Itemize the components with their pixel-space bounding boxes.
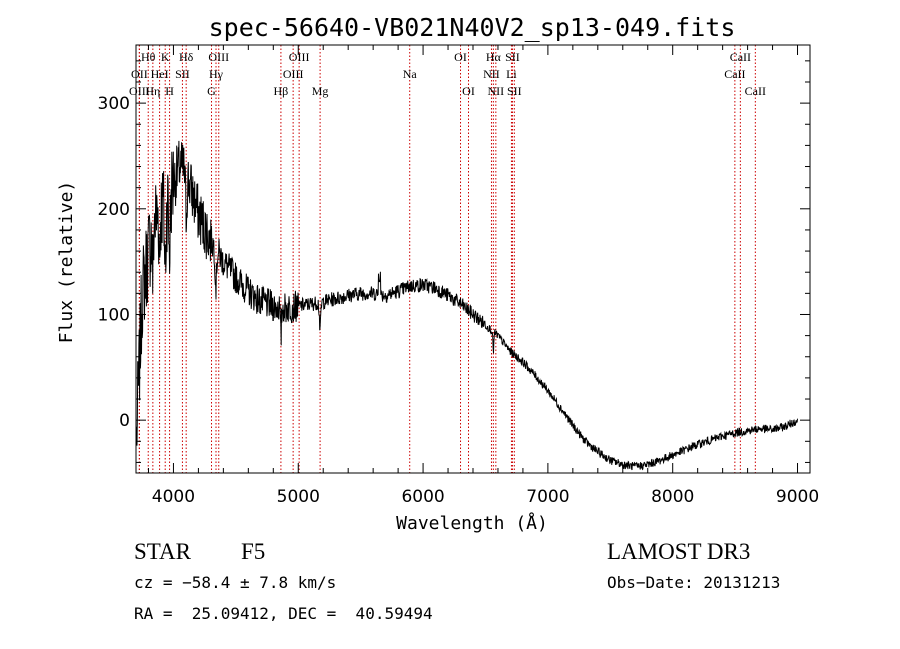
y-axis-label: Flux (relative) [56,181,77,344]
spectral-line-label: Na [403,67,418,81]
spectral-line-label: H [165,84,174,98]
y-tick-label: 0 [119,411,130,431]
spectral-line-label: NII [488,84,505,98]
x-tick-label: 6000 [401,487,444,507]
x-axis-label: Wavelength (Å) [396,512,548,534]
spectral-line-label: Hη [145,84,160,98]
spectral-line-label: Hβ [274,84,289,98]
y-tick-label: 100 [98,305,130,325]
spectral-line-label: Hγ [209,67,224,81]
observation-date: Obs−Date: 20131213 [607,573,781,592]
spectral-line-label: HeI [151,67,169,81]
x-tick-label: 8000 [651,487,694,507]
spectral-line-label: SII [507,84,522,98]
redshift-velocity: cz = −58.4 ± 7.8 km/s [134,573,337,592]
x-tick-label: 7000 [526,487,569,507]
axis-ticks [136,45,810,473]
spectral-line-label: OI [454,50,467,64]
spectral-line-label: OIII [208,50,229,64]
x-tick-label: 4000 [152,487,195,507]
spectral-line-label: CaII [724,67,745,81]
sky-coordinates: RA = 25.09412, DEC = 40.59494 [134,604,433,623]
spectral-line-label: G [207,84,216,98]
plot-frame [135,44,811,474]
y-tick-label: 300 [98,94,130,114]
spectral-line-label: Hθ [141,50,156,64]
spectral-line-label: OI [462,84,475,98]
spectral-line-label: Hδ [179,50,194,64]
spectral-line-label: K [161,50,170,64]
object-subclass: F5 [241,539,266,564]
x-tick-label: 5000 [277,487,320,507]
spectral-line-label: OIII [289,50,310,64]
spectral-line-label: OII [131,67,148,81]
chart-title: spec-56640-VB021N40V2_sp13-049.fits [209,13,736,42]
axis-tick-labels: 4000 5000 6000 7000 8000 9000 0 100 200 300 [98,94,820,507]
spectral-line-label: CaII [745,84,766,98]
spectral-line-markers [138,45,756,473]
spectral-line-label: OIII [129,84,150,98]
spectral-line-label: SII [175,67,190,81]
survey-name: LAMOST DR3 [607,539,751,564]
spectrum-line [136,140,798,471]
x-tick-label: 9000 [776,487,819,507]
spectral-line-label: NII [483,67,500,81]
object-class: STAR [134,539,191,564]
y-tick-label: 200 [98,200,130,220]
spectral-line-label: SII [505,50,520,64]
spectral-line-label: Hα [486,50,502,64]
spectral-line-label: Mg [312,84,329,98]
spectral-line-label: OIII [283,67,304,81]
spectral-line-label: Li [506,67,517,81]
spectral-line-label: CaII [730,50,751,64]
